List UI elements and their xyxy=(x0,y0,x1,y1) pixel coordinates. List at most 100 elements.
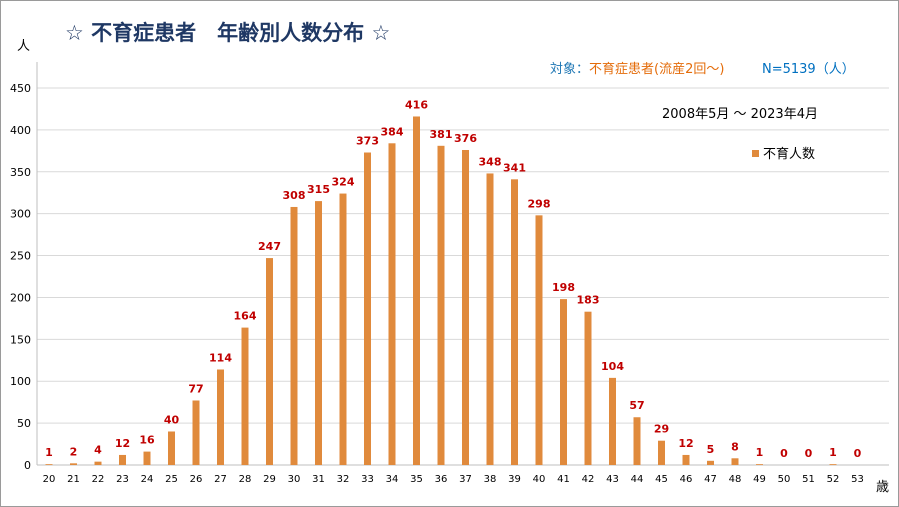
bar xyxy=(315,201,322,465)
bar xyxy=(535,215,543,465)
data-label: 1 xyxy=(829,446,837,459)
x-tick-label: 22 xyxy=(92,474,105,485)
bar xyxy=(560,299,567,465)
bar xyxy=(437,145,445,465)
x-tick-label: 34 xyxy=(386,474,399,485)
y-tick-label: 100 xyxy=(10,375,31,388)
y-tick-label: 50 xyxy=(17,417,31,430)
data-label: 298 xyxy=(528,197,551,210)
bar xyxy=(364,152,371,465)
legend-label: 不育人数 xyxy=(763,146,815,162)
data-label: 77 xyxy=(188,382,203,395)
x-tick-label: 21 xyxy=(67,474,80,485)
data-label: 0 xyxy=(805,447,813,460)
x-tick-label: 30 xyxy=(288,474,301,485)
bar xyxy=(511,179,518,465)
bar xyxy=(143,451,151,465)
x-tick-label: 46 xyxy=(680,474,693,485)
bar xyxy=(682,454,690,465)
bar xyxy=(388,143,396,465)
bar xyxy=(633,417,641,465)
data-label: 164 xyxy=(234,310,257,323)
data-label: 114 xyxy=(209,351,232,364)
x-tick-label: 52 xyxy=(827,474,840,485)
y-tick-label: 150 xyxy=(10,333,31,346)
y-tick-label: 250 xyxy=(10,250,31,263)
x-tick-label: 31 xyxy=(312,474,325,485)
bar xyxy=(829,464,837,465)
data-label: 16 xyxy=(139,434,155,447)
bar xyxy=(45,464,53,465)
bar xyxy=(707,460,714,465)
x-tick-label: 33 xyxy=(361,474,374,485)
x-tick-label: 45 xyxy=(655,474,668,485)
x-tick-label: 49 xyxy=(753,474,766,485)
x-tick-label: 48 xyxy=(729,474,742,485)
x-tick-label: 47 xyxy=(704,474,717,485)
data-label: 341 xyxy=(503,161,526,174)
x-tick-label: 50 xyxy=(778,474,791,485)
data-label: 315 xyxy=(307,183,330,196)
x-tick-label: 29 xyxy=(263,474,276,485)
data-label: 57 xyxy=(629,399,644,412)
x-tick-label: 24 xyxy=(141,474,154,485)
target-label: 対象：不育症患者(流産2回～) xyxy=(550,61,724,77)
bar xyxy=(70,463,77,465)
x-tick-label: 36 xyxy=(435,474,448,485)
bar xyxy=(609,377,616,465)
bar xyxy=(168,431,175,465)
x-tick-label: 25 xyxy=(165,474,178,485)
bar xyxy=(266,258,273,465)
x-axis-unit: 歳 xyxy=(876,480,889,495)
bar xyxy=(217,369,224,465)
x-tick-label: 38 xyxy=(484,474,497,485)
bar xyxy=(192,400,200,465)
bar xyxy=(462,149,469,466)
x-tick-label: 23 xyxy=(116,474,129,485)
y-tick-label: 450 xyxy=(10,82,31,95)
data-label: 384 xyxy=(381,125,404,138)
bar xyxy=(413,116,420,466)
y-tick-label: 350 xyxy=(10,166,31,179)
data-label: 5 xyxy=(707,443,715,456)
target-value: 不育症患者(流産2回～) xyxy=(589,61,724,77)
bar xyxy=(756,464,763,465)
data-label: 1 xyxy=(45,446,53,459)
data-label: 1 xyxy=(756,446,764,459)
data-label: 40 xyxy=(164,413,180,426)
target-prefix: 対象： xyxy=(550,62,589,77)
x-tick-label: 39 xyxy=(508,474,521,485)
data-label: 29 xyxy=(654,423,669,436)
bar xyxy=(339,193,347,465)
y-tick-label: 400 xyxy=(10,124,31,137)
data-label: 183 xyxy=(577,294,600,307)
x-tick-label: 42 xyxy=(582,474,595,485)
data-label: 198 xyxy=(552,281,575,294)
bar xyxy=(119,454,126,465)
data-label: 381 xyxy=(430,128,453,141)
x-tick-label: 51 xyxy=(802,474,815,485)
data-label: 376 xyxy=(454,132,477,145)
x-tick-label: 26 xyxy=(190,474,203,485)
x-tick-label: 41 xyxy=(557,474,570,485)
data-label: 2 xyxy=(70,445,78,458)
x-tick-label: 20 xyxy=(43,474,56,485)
x-tick-label: 35 xyxy=(410,474,423,485)
data-label: 416 xyxy=(405,98,428,111)
x-tick-label: 27 xyxy=(214,474,227,485)
bar xyxy=(658,440,665,465)
data-label: 247 xyxy=(258,240,281,253)
bar xyxy=(584,311,592,465)
data-label: 104 xyxy=(601,360,624,373)
y-tick-label: 300 xyxy=(10,208,31,221)
chart-title: ☆ 不育症患者 年齢別人数分布 ☆ xyxy=(65,21,390,45)
bar xyxy=(94,461,102,465)
y-axis-unit: 人 xyxy=(17,39,30,54)
bar xyxy=(241,327,249,465)
bar xyxy=(290,206,298,465)
y-tick-label: 0 xyxy=(24,459,31,472)
data-label: 12 xyxy=(678,437,693,450)
